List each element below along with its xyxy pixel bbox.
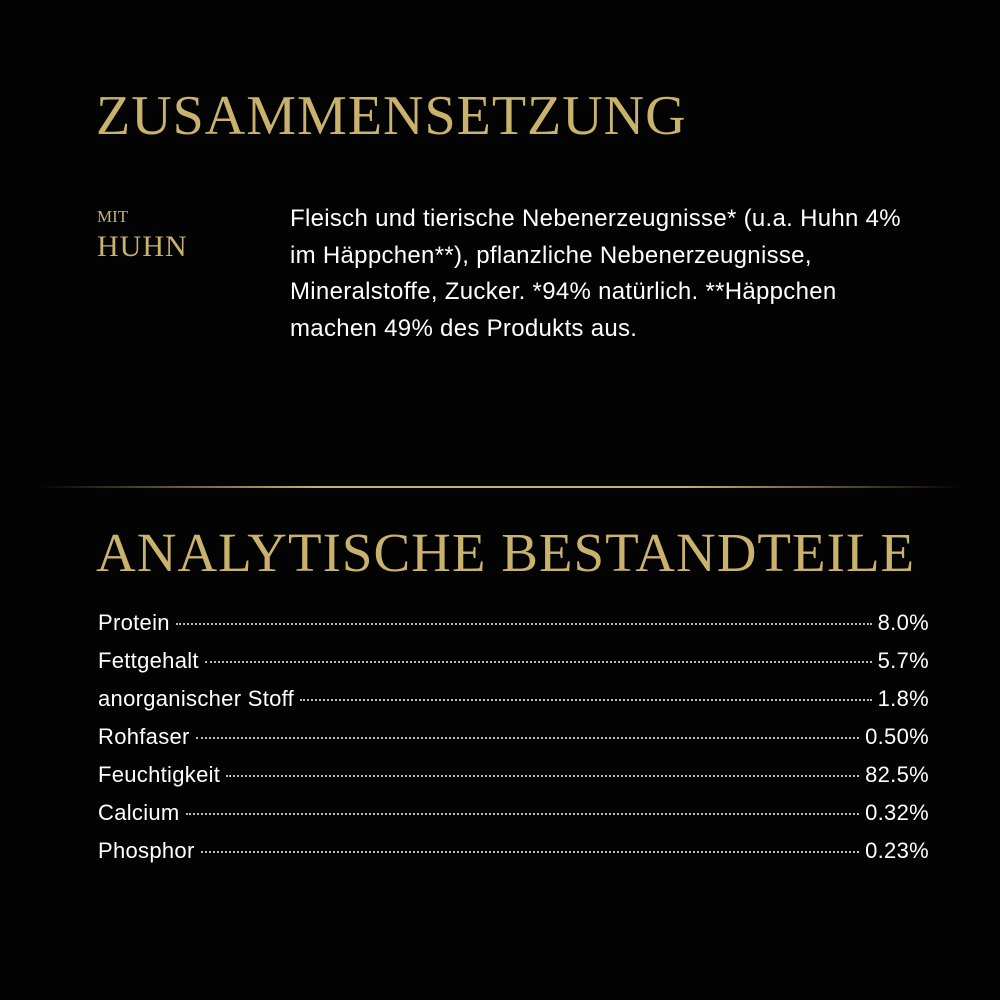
table-row: Protein 8.0% xyxy=(98,610,929,648)
row-value: 0.50% xyxy=(865,724,929,749)
dot-leader xyxy=(300,699,872,701)
variant-name: HUHN xyxy=(97,230,188,263)
row-value: 5.7% xyxy=(877,648,929,673)
row-label: Fettgehalt xyxy=(98,648,199,673)
row-label: Calcium xyxy=(98,800,180,825)
row-label: Phosphor xyxy=(98,838,195,863)
table-row: anorganischer Stoff 1.8% xyxy=(98,686,929,724)
row-label: Protein xyxy=(98,610,170,635)
table-row: Phosphor 0.23% xyxy=(98,838,929,876)
row-value: 82.5% xyxy=(865,762,929,787)
row-value: 1.8% xyxy=(877,686,929,711)
row-value: 8.0% xyxy=(877,610,929,635)
dot-leader xyxy=(175,623,872,625)
analysis-table: Protein 8.0% Fettgehalt 5.7% anorganischer… xyxy=(98,610,929,876)
variant-prefix: MIT xyxy=(97,207,129,226)
divider xyxy=(40,486,960,488)
dot-leader xyxy=(185,813,860,815)
row-label: Rohfaser xyxy=(98,724,190,749)
dot-leader xyxy=(200,851,860,853)
table-row: Rohfaser 0.50% xyxy=(98,724,929,762)
table-row: Fettgehalt 5.7% xyxy=(98,648,929,686)
row-label: Feuchtigkeit xyxy=(98,762,221,787)
table-row: Calcium 0.32% xyxy=(98,800,929,838)
dot-leader xyxy=(195,737,860,739)
dot-leader xyxy=(226,775,860,777)
dot-leader xyxy=(204,661,872,663)
composition-text: Fleisch und tierische Nebenerzeugnisse* … xyxy=(290,205,901,342)
composition-title: ZUSAMMENSETZUNG xyxy=(96,85,687,147)
row-label: anorganischer Stoff xyxy=(98,686,295,711)
analysis-title: ANALYTISCHE BESTANDTEILE xyxy=(96,522,916,583)
table-row: Feuchtigkeit 82.5% xyxy=(98,762,929,800)
row-value: 0.23% xyxy=(865,838,929,863)
row-value: 0.32% xyxy=(865,800,929,825)
